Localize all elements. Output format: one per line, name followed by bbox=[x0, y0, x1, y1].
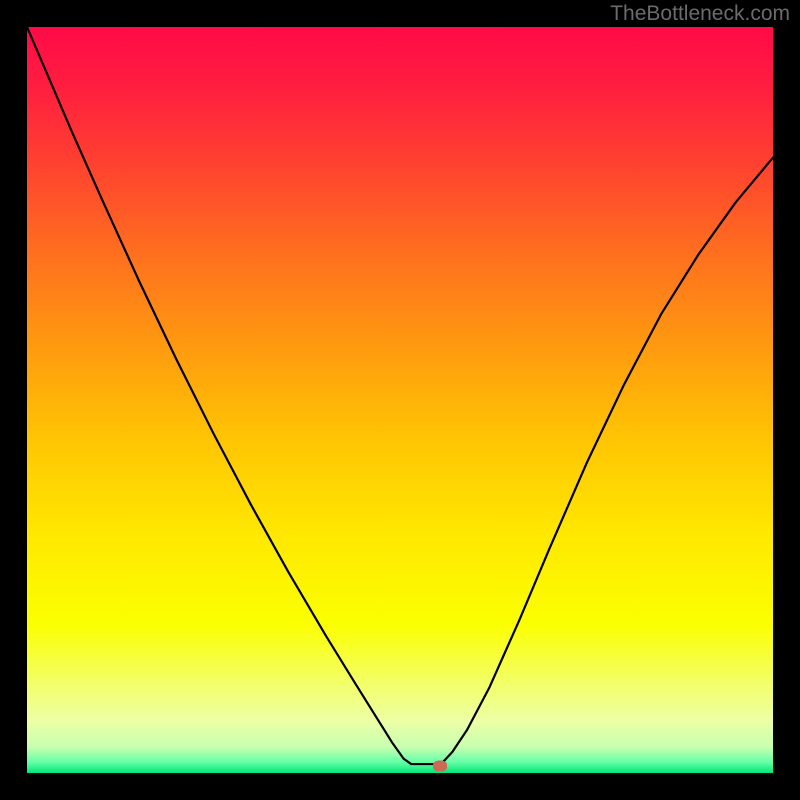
bottleneck-curve bbox=[27, 27, 773, 773]
watermark-text: TheBottleneck.com bbox=[610, 2, 790, 26]
chart-container: TheBottleneck.com bbox=[0, 0, 800, 800]
plot-area bbox=[27, 27, 773, 773]
minimum-marker bbox=[433, 760, 447, 771]
